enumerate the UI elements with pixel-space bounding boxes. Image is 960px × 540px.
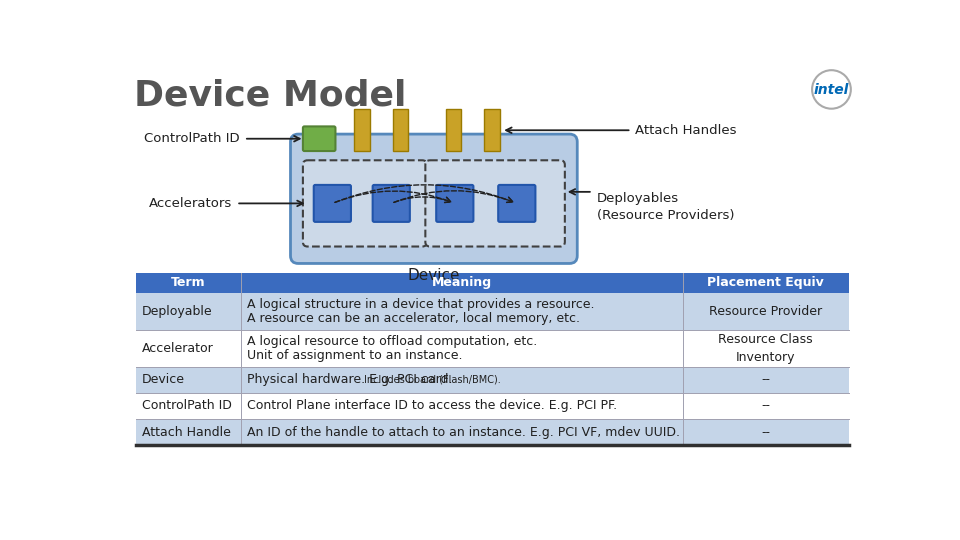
Text: Unit of assignment to an instance.: Unit of assignment to an instance. bbox=[248, 349, 463, 362]
FancyBboxPatch shape bbox=[291, 134, 577, 264]
Text: Deployables
(Resource Providers): Deployables (Resource Providers) bbox=[596, 192, 734, 222]
Text: A logical structure in a device that provides a resource.: A logical structure in a device that pro… bbox=[248, 299, 595, 312]
Text: Accelerator: Accelerator bbox=[142, 342, 213, 355]
Text: A resource can be an accelerator, local memory, etc.: A resource can be an accelerator, local … bbox=[248, 312, 580, 325]
Bar bbox=[393, 110, 408, 151]
Text: Physical hardware. E.g. PCI card.: Physical hardware. E.g. PCI card. bbox=[248, 373, 453, 386]
Bar bbox=[135, 367, 849, 393]
Text: Deployable: Deployable bbox=[142, 305, 212, 318]
Text: Device Model: Device Model bbox=[134, 79, 406, 113]
FancyBboxPatch shape bbox=[314, 185, 351, 222]
Text: --: -- bbox=[761, 373, 770, 386]
Bar bbox=[484, 110, 500, 151]
Text: ControlPath ID: ControlPath ID bbox=[145, 132, 240, 145]
Bar bbox=[135, 293, 849, 330]
Bar bbox=[354, 110, 370, 151]
Bar bbox=[445, 110, 461, 151]
Bar bbox=[135, 273, 849, 293]
Text: Device: Device bbox=[142, 373, 184, 386]
Bar bbox=[135, 330, 849, 367]
FancyBboxPatch shape bbox=[303, 126, 335, 151]
Text: --: -- bbox=[761, 400, 770, 413]
Text: Placement Equiv: Placement Equiv bbox=[708, 276, 825, 289]
Text: An ID of the handle to attach to an instance. E.g. PCI VF, mdev UUID.: An ID of the handle to attach to an inst… bbox=[248, 426, 681, 438]
Text: ControlPath ID: ControlPath ID bbox=[142, 400, 231, 413]
Text: Meaning: Meaning bbox=[432, 276, 492, 289]
Text: Includes board (Flash/BMC).: Includes board (Flash/BMC). bbox=[364, 375, 500, 384]
Text: Term: Term bbox=[171, 276, 205, 289]
FancyBboxPatch shape bbox=[372, 185, 410, 222]
FancyBboxPatch shape bbox=[303, 160, 427, 247]
Bar bbox=[135, 419, 849, 445]
Text: Accelerators: Accelerators bbox=[149, 197, 232, 210]
Bar bbox=[135, 393, 849, 419]
Text: Resource Provider: Resource Provider bbox=[709, 305, 823, 318]
FancyBboxPatch shape bbox=[436, 185, 473, 222]
Circle shape bbox=[812, 70, 851, 109]
Text: --: -- bbox=[761, 426, 770, 438]
FancyBboxPatch shape bbox=[498, 185, 536, 222]
Text: Resource Class
Inventory: Resource Class Inventory bbox=[718, 333, 813, 363]
Text: Control Plane interface ID to access the device. E.g. PCI PF.: Control Plane interface ID to access the… bbox=[248, 400, 617, 413]
Text: Attach Handle: Attach Handle bbox=[142, 426, 230, 438]
Text: Device: Device bbox=[408, 268, 460, 283]
Text: Attach Handles: Attach Handles bbox=[636, 124, 737, 137]
Text: A logical resource to offload computation, etc.: A logical resource to offload computatio… bbox=[248, 335, 538, 348]
Text: intel: intel bbox=[814, 83, 850, 97]
FancyBboxPatch shape bbox=[425, 160, 564, 247]
